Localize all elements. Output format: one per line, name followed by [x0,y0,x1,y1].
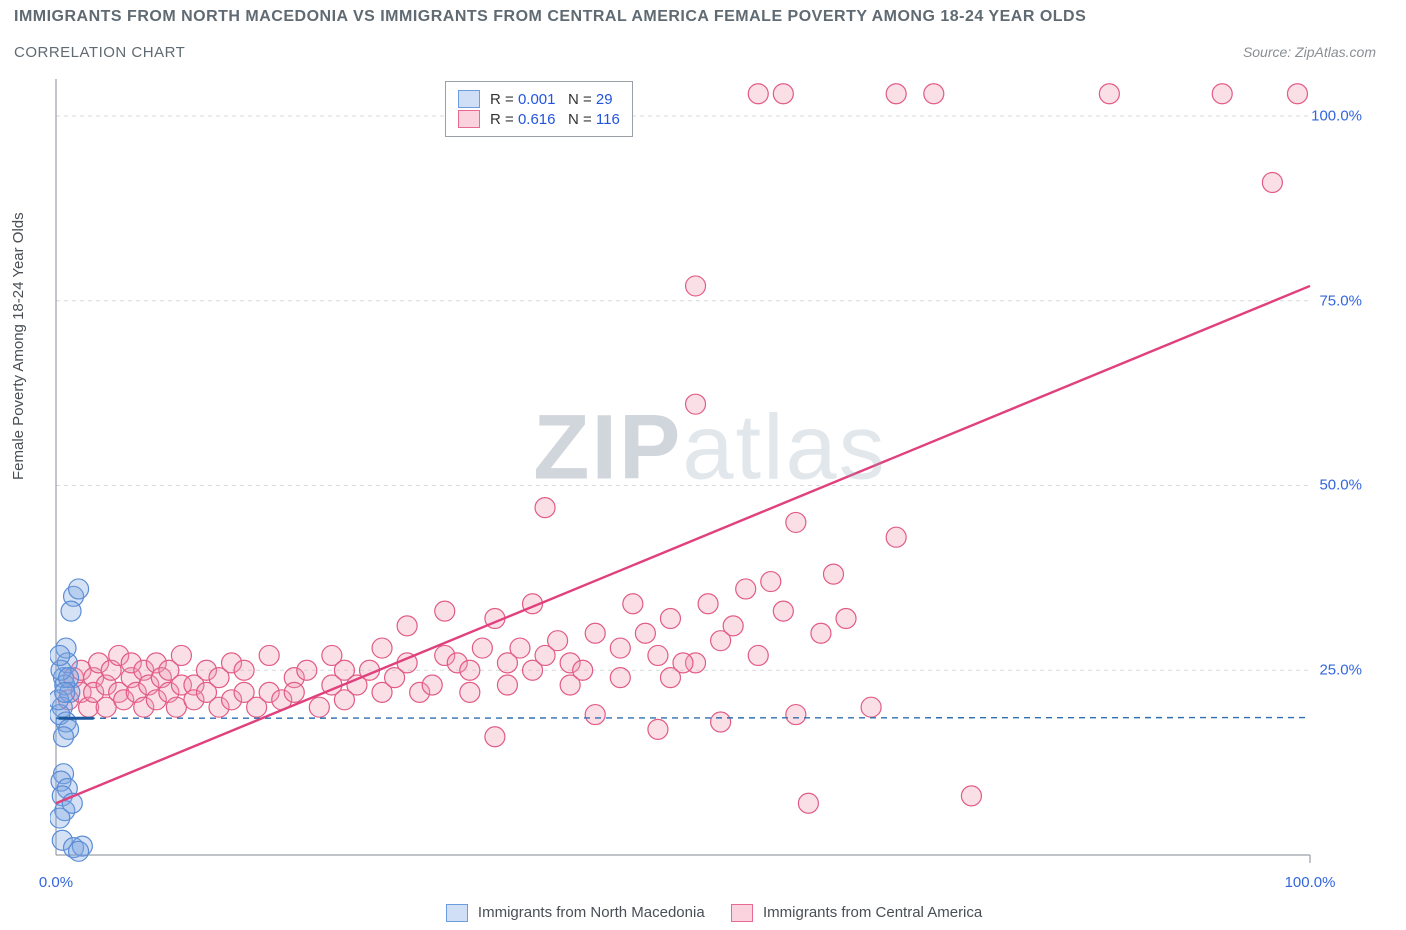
legend-row-blue: R = 0.001 N = 29 [458,90,620,108]
data-point-pink [284,682,304,702]
data-point-pink [573,660,593,680]
n-value-pink: 116 [596,111,620,128]
data-point-pink [761,572,781,592]
data-point-pink [773,84,793,104]
data-point-pink [836,609,856,629]
scatter-chart [50,75,1370,885]
data-point-pink [610,638,630,658]
y-tick-label: 100.0% [1311,107,1362,124]
data-point-pink [234,660,254,680]
swatch-pink-icon [731,904,753,922]
x-tick-label: 100.0% [1285,874,1336,891]
data-point-pink [686,394,706,414]
data-point-pink [1287,84,1307,104]
data-point-pink [886,84,906,104]
data-point-pink [497,675,517,695]
data-point-blue [50,645,70,665]
y-tick-label: 75.0% [1319,292,1362,309]
data-point-pink [435,601,455,621]
data-point-pink [698,594,718,614]
swatch-pink-icon [458,110,480,128]
data-point-pink [1099,84,1119,104]
bottom-legend: Immigrants from North Macedonia Immigran… [0,904,1406,922]
data-point-pink [585,623,605,643]
source-credit: Source: ZipAtlas.com [1243,44,1376,60]
scatter-points-pink [59,84,1308,813]
n-value-blue: 29 [596,91,613,108]
chart-subtitle: CORRELATION CHART [14,44,185,61]
data-point-pink [648,645,668,665]
data-point-blue [61,601,81,621]
data-point-blue [55,682,75,702]
data-point-pink [711,712,731,732]
data-point-pink [748,645,768,665]
data-point-pink [485,727,505,747]
data-point-pink [610,668,630,688]
data-point-pink [736,579,756,599]
data-point-pink [648,719,668,739]
data-point-pink [171,645,191,665]
data-point-pink [259,645,279,665]
data-point-pink [1262,172,1282,192]
r-value-pink: 0.616 [518,111,556,128]
data-point-pink [548,631,568,651]
chart-area: 25.0%50.0%75.0%100.0% 0.0%100.0% ZIPatla… [50,75,1370,885]
data-point-pink [773,601,793,621]
data-point-pink [309,697,329,717]
legend-label-pink: Immigrants from Central America [763,904,982,921]
data-point-pink [786,705,806,725]
swatch-blue-icon [446,904,468,922]
data-point-pink [635,623,655,643]
data-point-pink [460,660,480,680]
data-point-pink [886,527,906,547]
data-point-pink [686,276,706,296]
data-point-pink [723,616,743,636]
trend-line-blue [56,718,1310,719]
data-point-pink [924,84,944,104]
data-point-pink [660,609,680,629]
data-point-blue [69,579,89,599]
data-point-pink [861,697,881,717]
data-point-pink [460,682,480,702]
y-tick-label: 50.0% [1319,477,1362,494]
data-point-pink [535,498,555,518]
y-axis-label: Female Poverty Among 18-24 Year Olds [10,212,27,480]
data-point-blue [54,727,74,747]
data-point-pink [811,623,831,643]
data-point-pink [297,660,317,680]
data-point-pink [472,638,492,658]
swatch-blue-icon [458,90,480,108]
legend-stats-box: R = 0.001 N = 29 R = 0.616 N = 116 [445,81,633,137]
data-point-pink [510,638,530,658]
data-point-pink [623,594,643,614]
chart-title: IMMIGRANTS FROM NORTH MACEDONIA VS IMMIG… [14,8,1086,26]
data-point-pink [673,653,693,673]
data-point-pink [585,705,605,725]
data-point-pink [798,793,818,813]
x-tick-label: 0.0% [39,874,73,891]
legend-label-blue: Immigrants from North Macedonia [478,904,705,921]
r-value-blue: 0.001 [518,91,556,108]
data-point-pink [397,616,417,636]
data-point-pink [786,512,806,532]
data-point-blue [69,841,89,861]
data-point-pink [961,786,981,806]
data-point-pink [748,84,768,104]
y-tick-label: 25.0% [1319,662,1362,679]
legend-row-pink: R = 0.616 N = 116 [458,110,620,128]
trend-line-pink [56,286,1310,803]
data-point-pink [823,564,843,584]
data-point-pink [372,638,392,658]
data-point-pink [422,675,442,695]
data-point-pink [1212,84,1232,104]
